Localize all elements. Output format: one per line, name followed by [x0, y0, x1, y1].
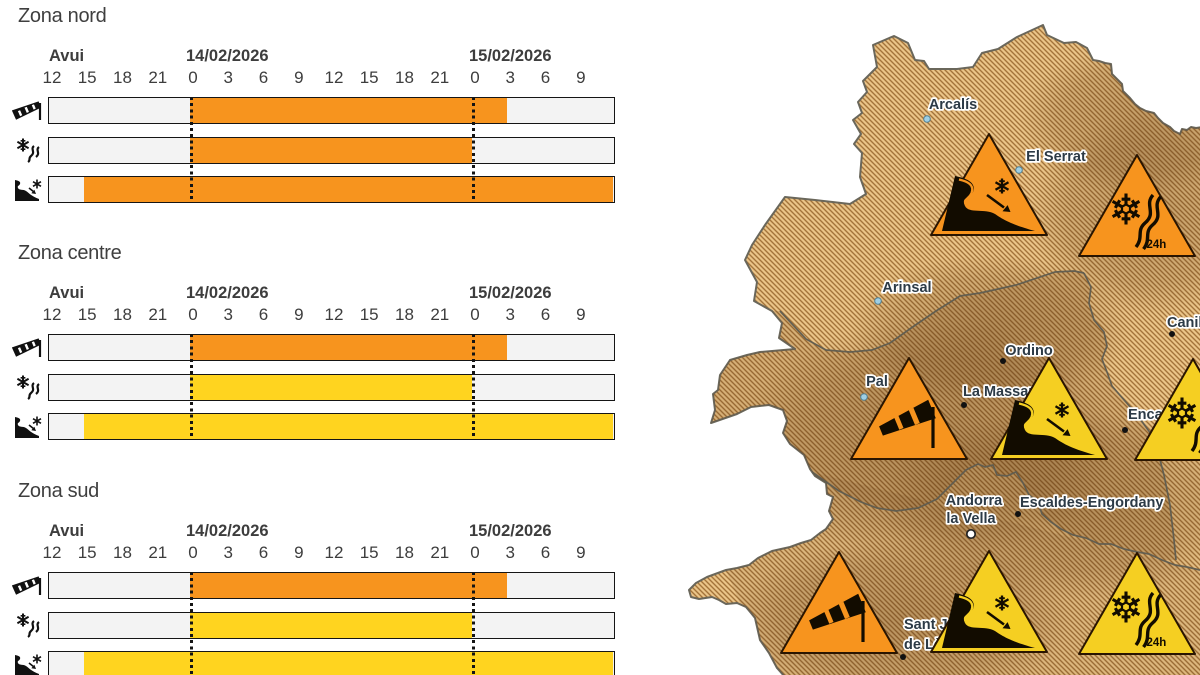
svg-text:Andorra: Andorra	[946, 493, 1003, 509]
svg-text:Ordino: Ordino	[1005, 343, 1053, 359]
svg-text:Canillo: Canillo	[1167, 315, 1200, 331]
svg-text:Arcalís: Arcalís	[929, 97, 977, 113]
svg-text:Arinsal: Arinsal	[882, 280, 931, 296]
svg-text:Pal: Pal	[866, 374, 888, 390]
svg-text:Escaldes-Engordany: Escaldes-Engordany	[1020, 495, 1163, 511]
svg-text:la Vella: la Vella	[946, 511, 996, 527]
svg-text:El Serrat: El Serrat	[1026, 149, 1086, 165]
